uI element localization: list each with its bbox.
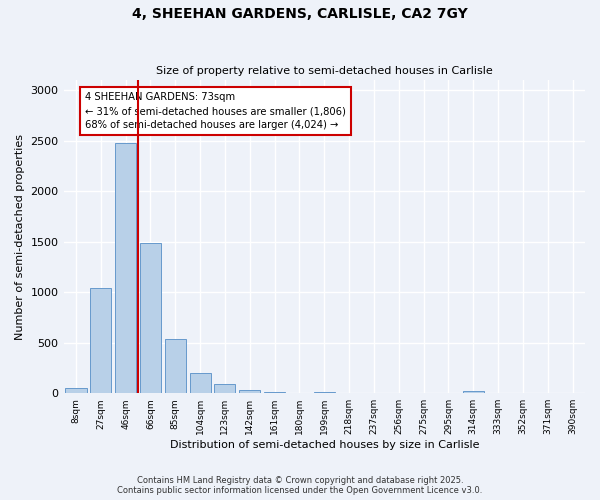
Bar xyxy=(364,392,385,393)
Title: Size of property relative to semi-detached houses in Carlisle: Size of property relative to semi-detach… xyxy=(156,66,493,76)
Text: Contains HM Land Registry data © Crown copyright and database right 2025.
Contai: Contains HM Land Registry data © Crown c… xyxy=(118,476,482,495)
Bar xyxy=(264,392,285,393)
Bar xyxy=(463,391,484,393)
Bar xyxy=(190,373,211,393)
Text: 4, SHEEHAN GARDENS, CARLISLE, CA2 7GY: 4, SHEEHAN GARDENS, CARLISLE, CA2 7GY xyxy=(132,8,468,22)
Bar xyxy=(90,288,112,393)
Text: 4 SHEEHAN GARDENS: 73sqm
← 31% of semi-detached houses are smaller (1,806)
68% o: 4 SHEEHAN GARDENS: 73sqm ← 31% of semi-d… xyxy=(85,92,346,130)
Bar xyxy=(165,338,186,393)
Bar xyxy=(115,142,136,393)
Bar xyxy=(239,390,260,393)
Y-axis label: Number of semi-detached properties: Number of semi-detached properties xyxy=(15,134,25,340)
Bar xyxy=(214,384,235,393)
Bar xyxy=(65,388,86,393)
X-axis label: Distribution of semi-detached houses by size in Carlisle: Distribution of semi-detached houses by … xyxy=(170,440,479,450)
Bar xyxy=(140,242,161,393)
Bar xyxy=(289,392,310,393)
Bar xyxy=(314,392,335,393)
